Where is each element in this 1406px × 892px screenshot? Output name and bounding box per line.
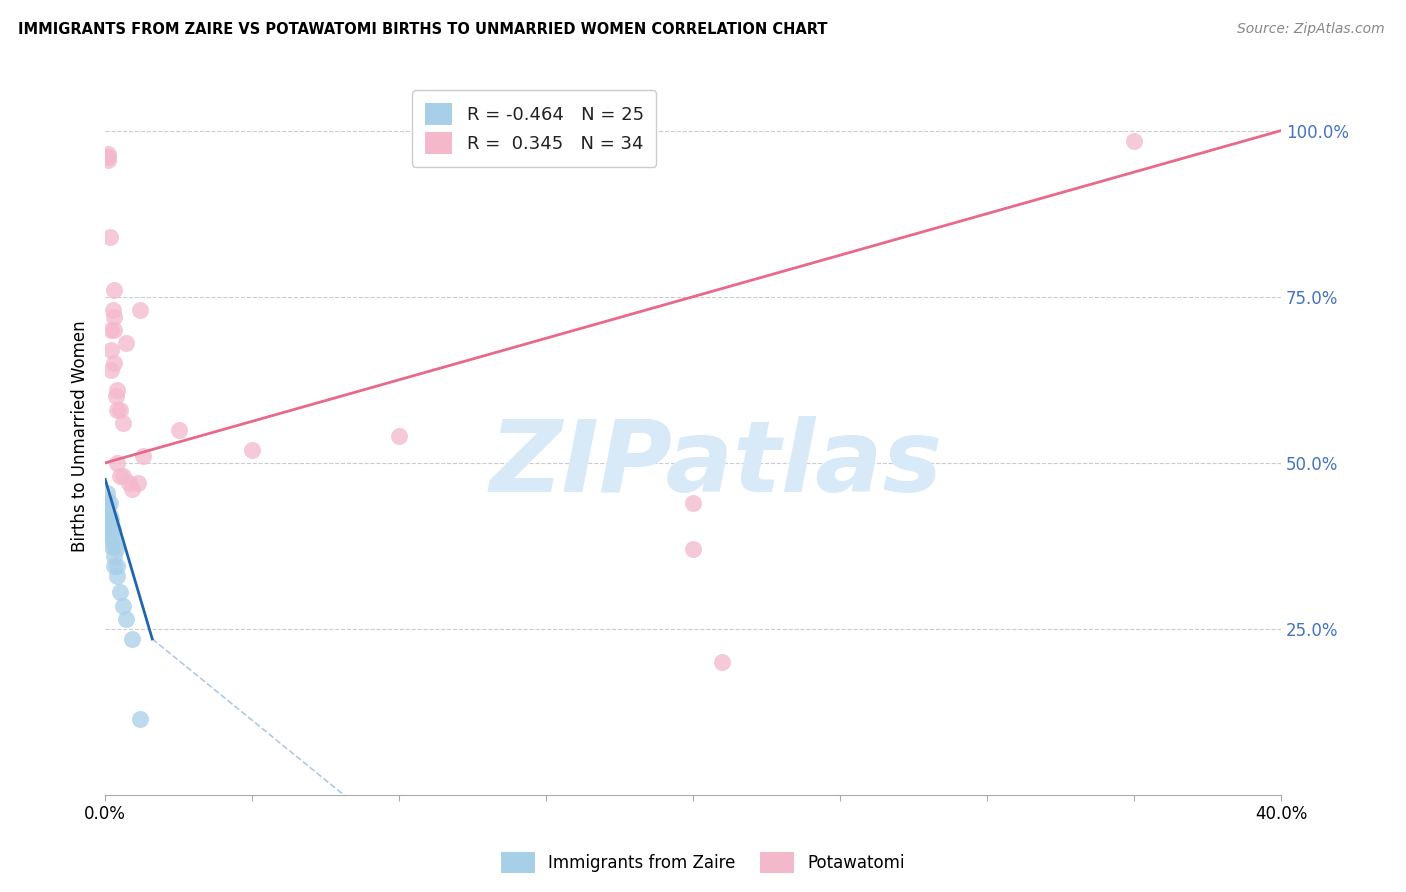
Point bbox=[100, 363, 122, 377]
Point bbox=[114, 336, 136, 351]
Point bbox=[111, 599, 134, 613]
Point bbox=[100, 343, 122, 357]
Point bbox=[121, 483, 143, 497]
Point bbox=[98, 508, 121, 523]
Y-axis label: Births to Unmarried Women: Births to Unmarried Women bbox=[72, 320, 89, 552]
Point bbox=[105, 456, 128, 470]
Point bbox=[111, 469, 134, 483]
Point bbox=[711, 655, 734, 669]
Legend: R = -0.464   N = 25, R =  0.345   N = 34: R = -0.464 N = 25, R = 0.345 N = 34 bbox=[412, 90, 657, 167]
Point bbox=[96, 492, 118, 507]
Point bbox=[97, 516, 120, 530]
Point bbox=[101, 303, 124, 318]
Point bbox=[105, 383, 128, 397]
Point bbox=[103, 539, 125, 553]
Point bbox=[98, 230, 121, 244]
Point bbox=[104, 389, 127, 403]
Point bbox=[96, 150, 118, 164]
Point bbox=[100, 519, 122, 533]
Point bbox=[388, 429, 411, 443]
Point bbox=[100, 539, 122, 553]
Point bbox=[129, 712, 152, 726]
Text: ZIPatlas: ZIPatlas bbox=[491, 417, 943, 514]
Point bbox=[121, 632, 143, 646]
Point bbox=[103, 356, 125, 370]
Point bbox=[97, 525, 120, 540]
Point bbox=[682, 542, 704, 557]
Point bbox=[103, 549, 125, 563]
Point bbox=[108, 469, 131, 483]
Point bbox=[1123, 134, 1146, 148]
Point bbox=[103, 323, 125, 337]
Text: Source: ZipAtlas.com: Source: ZipAtlas.com bbox=[1237, 22, 1385, 37]
Point bbox=[97, 499, 120, 513]
Point bbox=[240, 442, 263, 457]
Point bbox=[100, 323, 122, 337]
Point bbox=[100, 512, 122, 526]
Point bbox=[167, 423, 190, 437]
Point bbox=[105, 569, 128, 583]
Point bbox=[101, 533, 124, 547]
Point bbox=[108, 585, 131, 599]
Point bbox=[97, 146, 120, 161]
Point bbox=[100, 529, 122, 543]
Point bbox=[96, 485, 118, 500]
Point bbox=[127, 475, 149, 490]
Point bbox=[97, 508, 120, 523]
Point bbox=[103, 310, 125, 324]
Point bbox=[105, 402, 128, 417]
Point bbox=[129, 303, 152, 318]
Point bbox=[104, 542, 127, 557]
Point bbox=[98, 496, 121, 510]
Point bbox=[97, 150, 120, 164]
Point bbox=[111, 416, 134, 430]
Point bbox=[132, 449, 155, 463]
Point bbox=[105, 558, 128, 573]
Text: IMMIGRANTS FROM ZAIRE VS POTAWATOMI BIRTHS TO UNMARRIED WOMEN CORRELATION CHART: IMMIGRANTS FROM ZAIRE VS POTAWATOMI BIRT… bbox=[18, 22, 828, 37]
Point bbox=[101, 522, 124, 536]
Point bbox=[682, 496, 704, 510]
Point bbox=[108, 402, 131, 417]
Legend: Immigrants from Zaire, Potawatomi: Immigrants from Zaire, Potawatomi bbox=[495, 846, 911, 880]
Point bbox=[118, 475, 141, 490]
Point bbox=[114, 612, 136, 626]
Point bbox=[103, 558, 125, 573]
Point bbox=[97, 153, 120, 168]
Point bbox=[103, 283, 125, 297]
